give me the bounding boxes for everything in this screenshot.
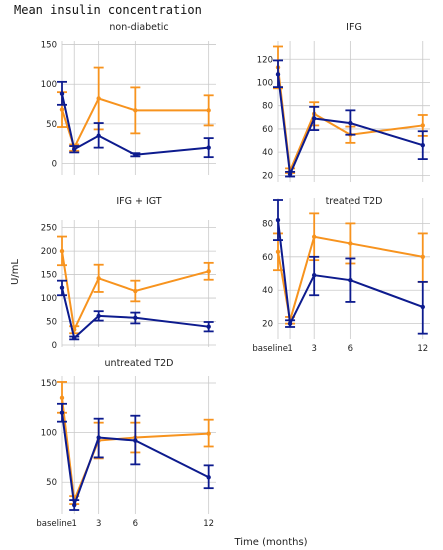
x-tick-label: 12 [203, 519, 214, 529]
data-point [275, 72, 281, 77]
data-point [96, 435, 101, 440]
data-point [59, 395, 65, 401]
x-tick-label: baseline [252, 344, 288, 354]
y-tick-label: 80 [262, 219, 273, 229]
data-point [59, 91, 65, 96]
data-point [420, 254, 425, 260]
series-1 [273, 199, 428, 335]
data-point [275, 249, 281, 254]
y-tick-label: 50 [46, 478, 57, 488]
data-point [206, 431, 211, 436]
series-1 [273, 59, 428, 178]
panels: non-diabetic050100150IFG20406080100120IF… [36, 22, 430, 529]
y-tick-label: 40 [262, 148, 273, 158]
series-0 [57, 235, 214, 335]
y-tick-label: 50 [46, 318, 57, 328]
y-tick-label: 0 [52, 341, 57, 351]
data-point [133, 108, 138, 113]
panel-2: IFG + IGT 0 50 100 150 200 250 [41, 196, 216, 351]
y-tick-label: 120 [257, 55, 273, 65]
data-point [206, 475, 211, 480]
data-point [59, 410, 65, 415]
y-tick-label: 100 [41, 80, 57, 90]
data-point [206, 108, 211, 113]
panel-4: untreated T2D 50 100 150 baseline 1 3 6 12 [36, 358, 216, 529]
data-point [311, 116, 317, 121]
x-tick-label: 3 [311, 344, 316, 354]
y-tick-label: 60 [262, 125, 273, 135]
y-tick-label: 100 [41, 294, 57, 304]
data-point [59, 248, 65, 254]
panel-title: IFG + IGT [116, 196, 161, 207]
data-point [96, 313, 101, 319]
y-tick-label: 40 [262, 286, 273, 296]
y-tick-label: 20 [262, 320, 273, 330]
y-tick-label: 250 [41, 224, 57, 234]
data-point [96, 133, 101, 138]
data-point [287, 171, 293, 177]
data-point [311, 272, 317, 278]
figure-title: Mean insulin concentration [14, 3, 202, 17]
panel-title: IFG [346, 22, 362, 33]
data-point [348, 241, 353, 246]
data-point [287, 321, 293, 326]
y-tick-label: 150 [41, 379, 57, 389]
data-point [206, 145, 211, 150]
data-point [133, 438, 138, 443]
data-point [72, 502, 77, 508]
data-point [311, 234, 317, 239]
x-tick-label: baseline [36, 519, 72, 529]
series-1 [57, 279, 214, 341]
data-point [72, 335, 77, 341]
x-tick-label: 3 [96, 519, 101, 529]
panel-title: non-diabetic [109, 22, 168, 33]
panel-title: untreated T2D [105, 358, 174, 369]
x-tick-label: 6 [348, 344, 353, 354]
x-tick-label: 1 [72, 519, 77, 529]
x-tick-label: 1 [287, 344, 292, 354]
y-tick-label: 100 [41, 429, 57, 439]
panel-0: non-diabetic 0 50 100 150 [41, 22, 216, 175]
y-tick-label: 150 [41, 41, 57, 51]
y-tick-label: 200 [41, 247, 57, 257]
y-tick-label: 150 [41, 271, 57, 281]
x-tick-label: 12 [417, 344, 428, 354]
data-point [348, 120, 353, 126]
data-point [72, 147, 77, 152]
data-point [420, 142, 425, 148]
data-point [133, 315, 138, 320]
y-tick-label: 80 [262, 102, 273, 112]
y-tick-label: 60 [262, 253, 273, 263]
data-point [275, 217, 281, 223]
x-axis-label: Time (months) [233, 537, 307, 548]
data-point [96, 276, 101, 281]
series-0 [57, 66, 214, 152]
data-point [59, 107, 65, 112]
y-tick-label: 50 [46, 120, 57, 130]
data-point [206, 324, 211, 329]
data-point [206, 269, 211, 274]
data-point [348, 277, 353, 283]
data-point [96, 96, 101, 101]
panel-title: treated T2D [326, 196, 383, 207]
y-tick-label: 20 [262, 171, 273, 181]
series-1 [57, 402, 214, 511]
x-tick-label: 6 [133, 519, 138, 529]
data-point [59, 285, 65, 290]
data-point [133, 288, 138, 294]
data-point [133, 152, 138, 157]
series-1 [57, 80, 214, 159]
y-axis-label: U/mL [10, 259, 21, 285]
data-point [420, 123, 425, 128]
panel-1: IFG 20 40 60 80 100 120 [257, 22, 430, 182]
y-tick-label: 100 [257, 78, 273, 88]
y-tick-label: 0 [52, 159, 57, 169]
panel-3: treated T2D 20 40 60 80 baseline 1 3 6 12 [252, 196, 430, 354]
data-point [420, 304, 425, 310]
